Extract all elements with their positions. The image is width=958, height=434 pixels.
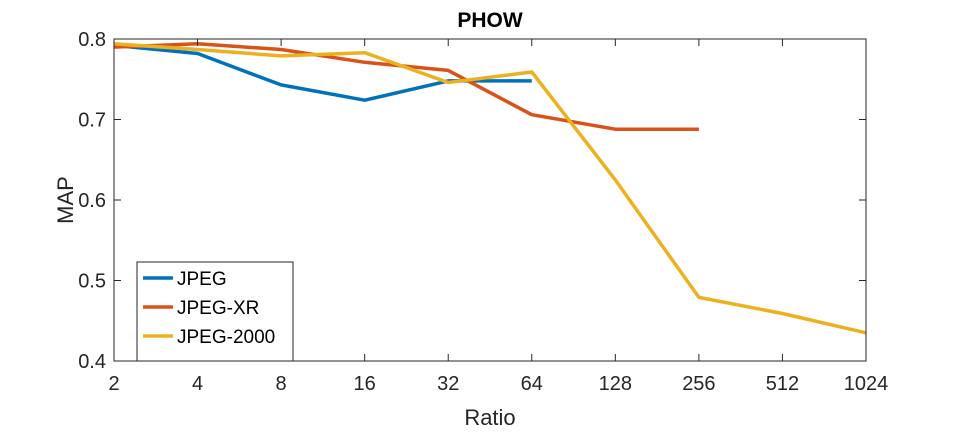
y-tick-label: 0.4 — [78, 351, 106, 373]
x-tick-label: 32 — [437, 373, 459, 395]
legend-label-1: JPEG — [177, 269, 227, 290]
x-tick-label: 8 — [276, 373, 287, 395]
chart-title: PHOW — [457, 9, 523, 32]
x-tick-label: 256 — [682, 373, 715, 395]
x-tick-label: 512 — [766, 373, 799, 395]
axes-layer: 2 4 8 16 32 64 128 256 512 1024 0.4 0.5 0.6 0.7 0.8 — [78, 29, 888, 395]
legend: JPEG JPEG-XR JPEG-2000 — [136, 261, 294, 362]
x-tick-label: 16 — [354, 373, 376, 395]
x-tick-label: 4 — [192, 373, 203, 395]
y-tick-label: 0.5 — [78, 271, 106, 293]
x-tick-label: 64 — [521, 373, 543, 395]
x-axis-label: Ratio — [464, 405, 515, 430]
y-tick-label: 0.6 — [78, 190, 106, 212]
x-tick-label: 1024 — [844, 373, 889, 395]
series-layer — [113, 42, 867, 335]
x-tick-label: 2 — [108, 373, 119, 395]
legend-label-2: JPEG-XR — [177, 298, 259, 319]
y-axis-label: MAP — [53, 176, 78, 224]
y-tick-label: 0.7 — [78, 110, 106, 132]
legend-label-3: JPEG-2000 — [177, 327, 275, 348]
y-tick-label: 0.8 — [78, 29, 106, 51]
x-tick-label: 128 — [599, 373, 632, 395]
series-line-3 — [113, 42, 867, 335]
